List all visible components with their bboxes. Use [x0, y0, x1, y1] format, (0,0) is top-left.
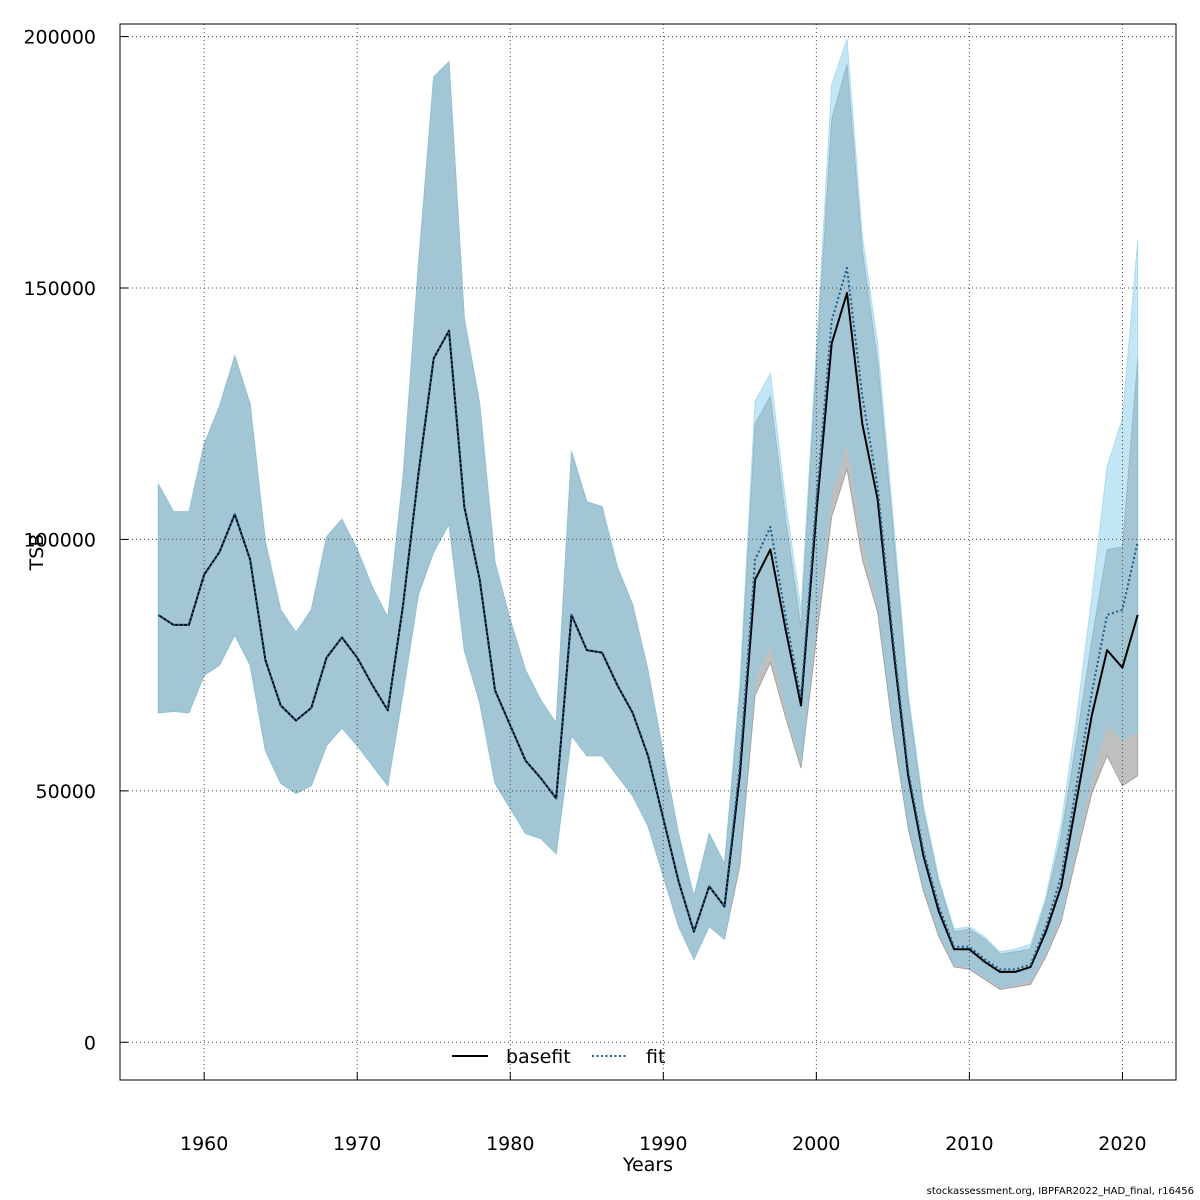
line-fit [157, 266, 1139, 971]
x-axis-ticks: 1960 1970 1980 1990 2000 2010 2020 [180, 1072, 1147, 1155]
y-axis-ticks: 0 50000 100000 150000 200000 [23, 27, 128, 1054]
plot-frame [119, 23, 1177, 1081]
gridlines [120, 24, 1176, 1080]
y-axis-title: TSB [26, 534, 48, 572]
x-axis-title: Years [622, 1154, 673, 1176]
y-tick-label-200000: 200000 [23, 27, 96, 49]
y-tick-label-50000: 50000 [36, 781, 96, 803]
x-tick-label-1980: 1980 [486, 1133, 534, 1155]
y-tick-label-0: 0 [84, 1032, 96, 1054]
x-tick-label-1970: 1970 [333, 1133, 381, 1155]
legend-label-basefit: basefit [506, 1046, 571, 1068]
legend: basefit fit [452, 1046, 665, 1068]
x-tick-label-1990: 1990 [639, 1133, 687, 1155]
y-tick-label-100000: 100000 [23, 529, 96, 551]
footer-credit: stockassessment.org, IBPFAR2022_HAD_fina… [926, 1186, 1194, 1197]
y-tick-label-150000: 150000 [23, 278, 96, 300]
legend-label-fit: fit [646, 1046, 665, 1068]
series-lines [157, 266, 1139, 973]
x-tick-label-2020: 2020 [1098, 1133, 1146, 1155]
confidence-bands [157, 38, 1139, 991]
x-tick-label-2000: 2000 [792, 1133, 840, 1155]
x-tick-label-1960: 1960 [180, 1133, 228, 1155]
band-fit [157, 38, 1139, 988]
x-tick-label-2010: 2010 [945, 1133, 993, 1155]
